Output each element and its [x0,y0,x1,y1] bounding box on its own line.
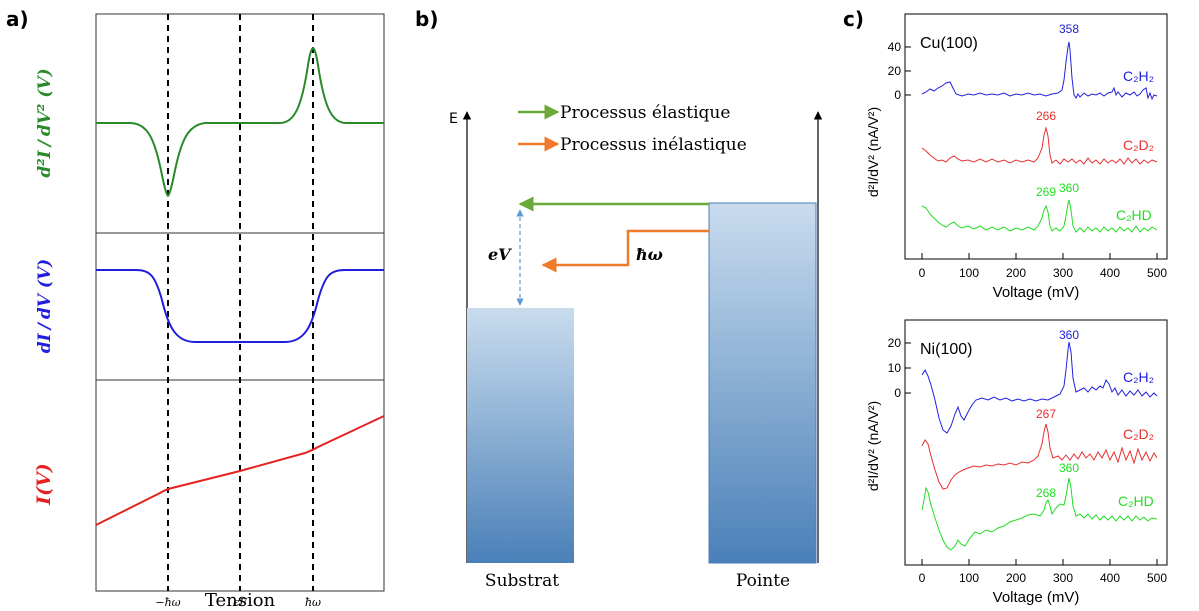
ni-xtick-label: 100 [959,571,979,585]
I-curve [95,415,385,526]
panel-a: a) d²I/dV²(V) dI/dV(V) I(V) −ħω ϵF ħω Te… [6,7,385,611]
ni-c2hd-spectrum [921,477,1158,551]
substrate-label: Substrat [485,571,559,591]
ni-c2hd-series-label: C₂HD [1118,493,1154,509]
ni-c2d2-spectrum [921,423,1158,490]
ni-c2hd-peak-label-1: 268 [1036,486,1056,500]
cu-material-label: Cu(100) [920,35,978,52]
hw-label: ħω [636,245,663,264]
cu-plot: Cu(100) 40 20 0 0 100 200 300 400 500 [865,13,1168,301]
ni-ytick-label-10: 10 [888,361,902,375]
ni-xtick-label: 400 [1100,571,1120,585]
d2I-ylabel: d²I/dV²(V) [35,68,55,177]
tick-fermi: ϵF [233,596,247,609]
cu-ytick-label-0: 0 [894,88,901,102]
cu-xtick-label: 0 [919,266,926,280]
ni-c2h2-peak-label: 360 [1059,328,1079,342]
panel-b-label: b) [415,7,438,31]
ni-xticks [921,559,1158,565]
panel-a-label: a) [6,7,29,31]
cu-xtick-label: 200 [1006,266,1026,280]
ni-ytick-label-20: 20 [888,336,902,350]
legend-inelastic-label: Processus inélastique [560,135,747,155]
cu-ytick-label-40: 40 [888,40,902,54]
ni-xlabel: Voltage (mV) [993,589,1080,606]
panel-c: c) Cu(100) 40 20 0 0 100 200 [843,7,1168,606]
cu-c2hd-peak-label-2: 360 [1059,181,1079,195]
dI-curve [96,269,384,343]
cu-xtick-label: 400 [1100,266,1120,280]
cu-xtick-label: 500 [1147,266,1167,280]
cu-c2d2-peak-label: 266 [1036,109,1056,123]
I-ylabel: I(V) [33,463,55,506]
ni-material-label: Ni(100) [920,341,972,358]
tick-minus-hw: −ħω [155,596,180,609]
ni-c2d2-peak-label: 267 [1036,407,1056,421]
ni-c2hd-peak-label-2: 360 [1059,461,1079,475]
eV-label: eV [488,245,512,264]
cu-plot-frame [904,13,1168,260]
ni-plot: Ni(100) 20 10 0 0 100 200 300 400 500 Vo… [865,319,1168,606]
inelastic-process-arrow [541,229,709,273]
cu-c2hd-series-label: C₂HD [1116,207,1152,223]
cu-c2hd-spectrum [921,199,1158,233]
panel-c-label: c) [843,7,864,31]
panel-a-xlabel: Tension [205,590,276,611]
panel-b: b) E Substrat Pointe Processus élastique… [415,7,823,591]
cu-c2hd-peak-label-1: 269 [1036,185,1056,199]
cu-c2d2-series-label: C₂D₂ [1123,137,1154,153]
ni-xtick-label: 500 [1147,571,1167,585]
ni-c2h2-spectrum [921,341,1158,434]
ni-c2h2-series-label: C₂H₂ [1123,369,1154,385]
cu-xtick-label: 100 [959,266,979,280]
tip-label: Pointe [736,571,790,591]
tick-hw: ħω [305,596,321,609]
ni-xtick-label: 0 [919,571,926,585]
ni-c2d2-series-label: C₂D₂ [1123,426,1154,442]
ni-plot-frame [904,319,1168,566]
cu-c2h2-peak-label: 358 [1059,22,1079,36]
cu-xtick-label: 300 [1053,266,1073,280]
dI-ylabel: dI/dV(V) [35,259,55,353]
ni-xtick-label: 200 [1006,571,1026,585]
d2I-curve [96,46,384,198]
cu-c2d2-spectrum [921,126,1158,165]
ni-ytick-label-0: 0 [894,386,901,400]
cu-xlabel: Voltage (mV) [993,284,1080,301]
cu-xticks [921,253,1158,259]
cu-c2h2-series-label: C₂H₂ [1123,68,1154,84]
ni-ylabel: d²I/dV² (nA/V²) [865,401,881,491]
legend-elastic-label: Processus élastique [560,103,730,123]
cu-ytick-label-20: 20 [888,64,902,78]
cu-c2h2-spectrum [921,41,1158,101]
energy-axis-label: E [449,111,458,127]
cu-ylabel: d²I/dV² (nA/V²) [865,107,881,197]
ni-xtick-label: 300 [1053,571,1073,585]
substrate-bar [467,308,574,563]
tip-bar [708,202,817,564]
